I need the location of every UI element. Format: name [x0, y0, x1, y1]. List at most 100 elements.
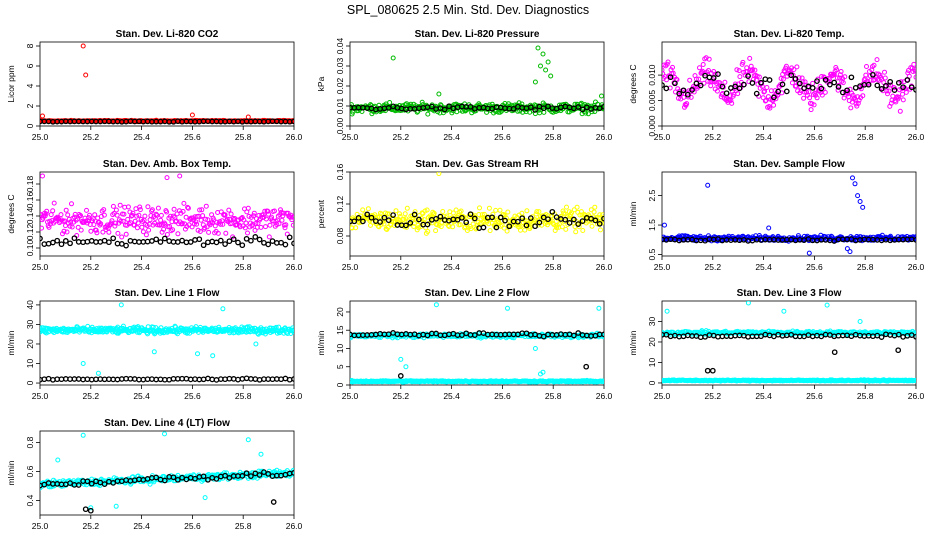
data-point — [863, 72, 869, 78]
y-tick-label: 0.16 — [335, 163, 345, 180]
data-point — [543, 67, 549, 73]
data-point — [453, 207, 459, 213]
data-point — [471, 215, 478, 222]
data-point — [194, 221, 200, 227]
data-point — [896, 94, 902, 100]
data-point — [114, 212, 120, 218]
data-point — [258, 451, 264, 457]
data-point — [280, 213, 286, 219]
data-point — [433, 228, 439, 234]
data-point — [203, 203, 209, 209]
data-point — [891, 85, 897, 91]
data-point — [290, 329, 294, 335]
data-point — [291, 240, 294, 247]
data-point — [129, 212, 135, 218]
data-point — [290, 222, 294, 228]
data-point — [534, 209, 540, 215]
data-point — [55, 457, 61, 463]
data-point — [189, 112, 195, 118]
data-point — [684, 101, 690, 107]
x-tick-label: 25.0 — [342, 391, 359, 401]
data-point — [62, 238, 69, 244]
data-points — [40, 173, 294, 249]
data-point — [157, 222, 163, 228]
data-point — [747, 55, 753, 61]
data-point — [719, 92, 725, 97]
y-tick-label: 0.8 — [25, 436, 35, 448]
data-point — [235, 239, 241, 246]
data-point — [687, 77, 693, 83]
series-raw — [662, 55, 916, 114]
data-point — [444, 213, 450, 219]
data-point — [474, 225, 480, 231]
y-tick-label: 10 — [25, 359, 35, 369]
data-point — [860, 93, 866, 99]
data-point — [403, 222, 409, 229]
data-point — [411, 224, 417, 229]
series-raw — [40, 173, 294, 240]
data-point — [505, 305, 510, 311]
x-tick-label: 25.2 — [83, 391, 100, 401]
data-point — [709, 367, 716, 374]
data-point — [737, 74, 743, 80]
data-point — [566, 220, 573, 226]
data-point — [760, 95, 766, 101]
chart-title: Stan. Dev. Amb. Box Temp. — [103, 159, 231, 170]
y-tick-label: 0 — [647, 380, 657, 385]
data-point — [158, 217, 164, 223]
x-tick-label: 25.6 — [184, 132, 201, 142]
data-point — [662, 67, 665, 73]
data-point — [71, 235, 78, 242]
y-axis-label: ml/min — [6, 330, 16, 355]
data-point — [708, 83, 714, 89]
data-point — [596, 220, 603, 227]
data-point — [80, 43, 86, 49]
data-point — [518, 223, 524, 229]
data-point — [527, 104, 534, 111]
plot-frame — [661, 300, 917, 386]
data-point — [353, 225, 359, 231]
data-point — [532, 107, 538, 113]
data-point — [262, 208, 268, 214]
data-point — [538, 63, 543, 69]
data-point — [387, 100, 393, 105]
y-tick-label: 0 — [25, 380, 35, 385]
data-point — [239, 242, 246, 249]
x-tick-label: 25.4 — [755, 262, 772, 272]
data-point — [130, 210, 136, 216]
data-point — [351, 218, 358, 225]
data-point — [118, 302, 124, 308]
data-point — [162, 221, 168, 227]
data-point — [154, 212, 160, 218]
data-point — [571, 332, 577, 339]
data-point — [78, 227, 84, 233]
data-point — [911, 61, 916, 67]
data-point — [368, 214, 375, 221]
data-point — [429, 220, 435, 226]
y-tick-label: 0.14 — [25, 207, 35, 224]
x-tick-label: 25.4 — [443, 391, 460, 401]
data-point — [407, 220, 414, 226]
x-tick-label: 25.8 — [857, 391, 874, 401]
data-point — [913, 377, 916, 383]
y-tick-label: 0.005 — [647, 90, 657, 112]
data-point — [360, 207, 366, 213]
data-point — [226, 207, 232, 213]
data-point — [82, 506, 89, 513]
x-tick-label: 25.2 — [393, 262, 410, 272]
chart-title: Stan. Dev. Line 3 Flow — [737, 288, 842, 299]
data-point — [416, 216, 422, 223]
data-point — [533, 211, 539, 217]
x-tick-label: 25.4 — [133, 521, 150, 531]
data-point — [446, 103, 452, 110]
data-point — [214, 219, 220, 225]
data-point — [579, 218, 586, 224]
y-tick-label: 0.10 — [25, 239, 35, 256]
data-point — [145, 204, 151, 210]
data-point — [740, 59, 746, 65]
data-point — [69, 201, 74, 207]
data-point — [719, 83, 726, 90]
y-tick-label: 0.6 — [25, 465, 35, 477]
data-point — [847, 249, 853, 255]
